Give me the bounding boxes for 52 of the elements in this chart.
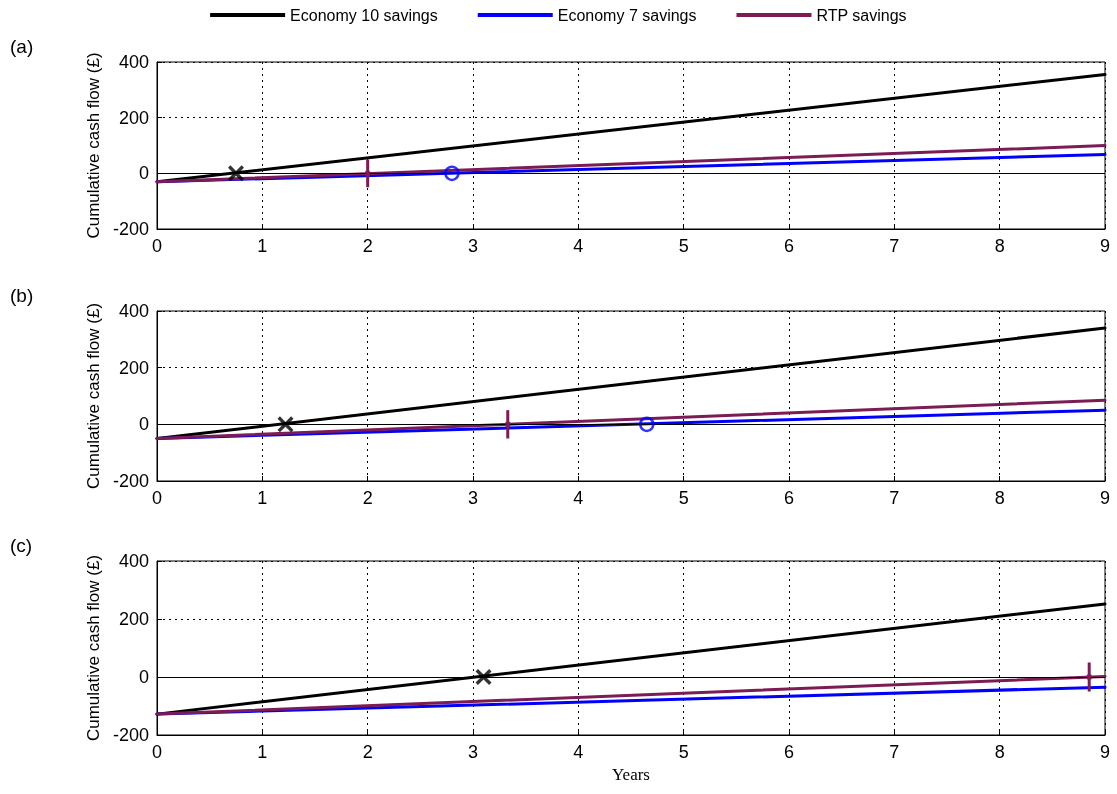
x-tick-label: 9 bbox=[1099, 488, 1111, 508]
x-tick-label: 4 bbox=[573, 488, 584, 508]
x-tick-label: 7 bbox=[889, 742, 900, 762]
y-tick-label: -200 bbox=[112, 219, 149, 239]
x-tick-label: 2 bbox=[362, 742, 373, 762]
y-axis-title: Cumulative cash flow (£) bbox=[84, 302, 104, 490]
y-tick-label: 200 bbox=[118, 609, 149, 629]
y-tick-label: 0 bbox=[138, 163, 149, 184]
x-tick-label: 0 bbox=[151, 488, 163, 508]
x-tick-label: 0 bbox=[151, 236, 163, 256]
x-tick-label: 1 bbox=[257, 742, 268, 762]
legend-label: Economy 10 savings bbox=[290, 6, 438, 24]
x-tick-label: 5 bbox=[678, 488, 689, 508]
y-axis-title: Cumulative cash flow (£) bbox=[84, 52, 104, 239]
x-tick-label: 6 bbox=[783, 488, 795, 508]
x-tick-label: 2 bbox=[362, 236, 373, 256]
chart-title: (b) bbox=[10, 285, 34, 306]
x-tick-label: 9 bbox=[1099, 742, 1111, 762]
y-tick-label: 400 bbox=[118, 551, 149, 571]
y-tick-label: 200 bbox=[118, 357, 149, 378]
chart-title: (a) bbox=[10, 36, 34, 57]
legend-label: Economy 7 savings bbox=[557, 6, 697, 24]
x-tick-label: 3 bbox=[467, 742, 479, 762]
x-axis-title: Years bbox=[612, 764, 650, 784]
x-tick-label: 8 bbox=[994, 236, 1005, 256]
y-tick-label: -200 bbox=[112, 471, 149, 491]
x-tick-label: 4 bbox=[573, 742, 584, 762]
y-axis-title: Cumulative cash flow (£) bbox=[84, 554, 104, 742]
x-tick-label: 7 bbox=[889, 236, 900, 256]
x-tick-label: 3 bbox=[467, 488, 479, 508]
x-tick-label: 8 bbox=[994, 742, 1005, 762]
legend-label: RTP savings bbox=[816, 6, 907, 24]
y-tick-label: 400 bbox=[118, 52, 149, 72]
y-tick-label: 200 bbox=[118, 107, 149, 128]
x-tick-label: 5 bbox=[678, 236, 689, 256]
x-tick-label: 9 bbox=[1099, 236, 1111, 256]
x-tick-label: 7 bbox=[889, 488, 900, 508]
x-tick-label: 2 bbox=[362, 488, 373, 508]
x-tick-label: 1 bbox=[257, 488, 268, 508]
x-tick-label: 1 bbox=[257, 236, 268, 256]
x-tick-label: 8 bbox=[994, 488, 1005, 508]
x-tick-label: 0 bbox=[151, 742, 163, 762]
x-tick-label: 5 bbox=[678, 742, 689, 762]
x-tick-label: 6 bbox=[783, 236, 795, 256]
x-tick-label: 3 bbox=[467, 236, 479, 256]
chart-title: (c) bbox=[10, 535, 33, 556]
x-tick-label: 6 bbox=[783, 742, 795, 762]
y-tick-label: -200 bbox=[112, 725, 149, 745]
x-tick-label: 4 bbox=[573, 236, 584, 256]
y-tick-label: 0 bbox=[138, 667, 149, 687]
y-tick-label: 400 bbox=[118, 301, 149, 321]
y-tick-label: 0 bbox=[138, 414, 149, 435]
